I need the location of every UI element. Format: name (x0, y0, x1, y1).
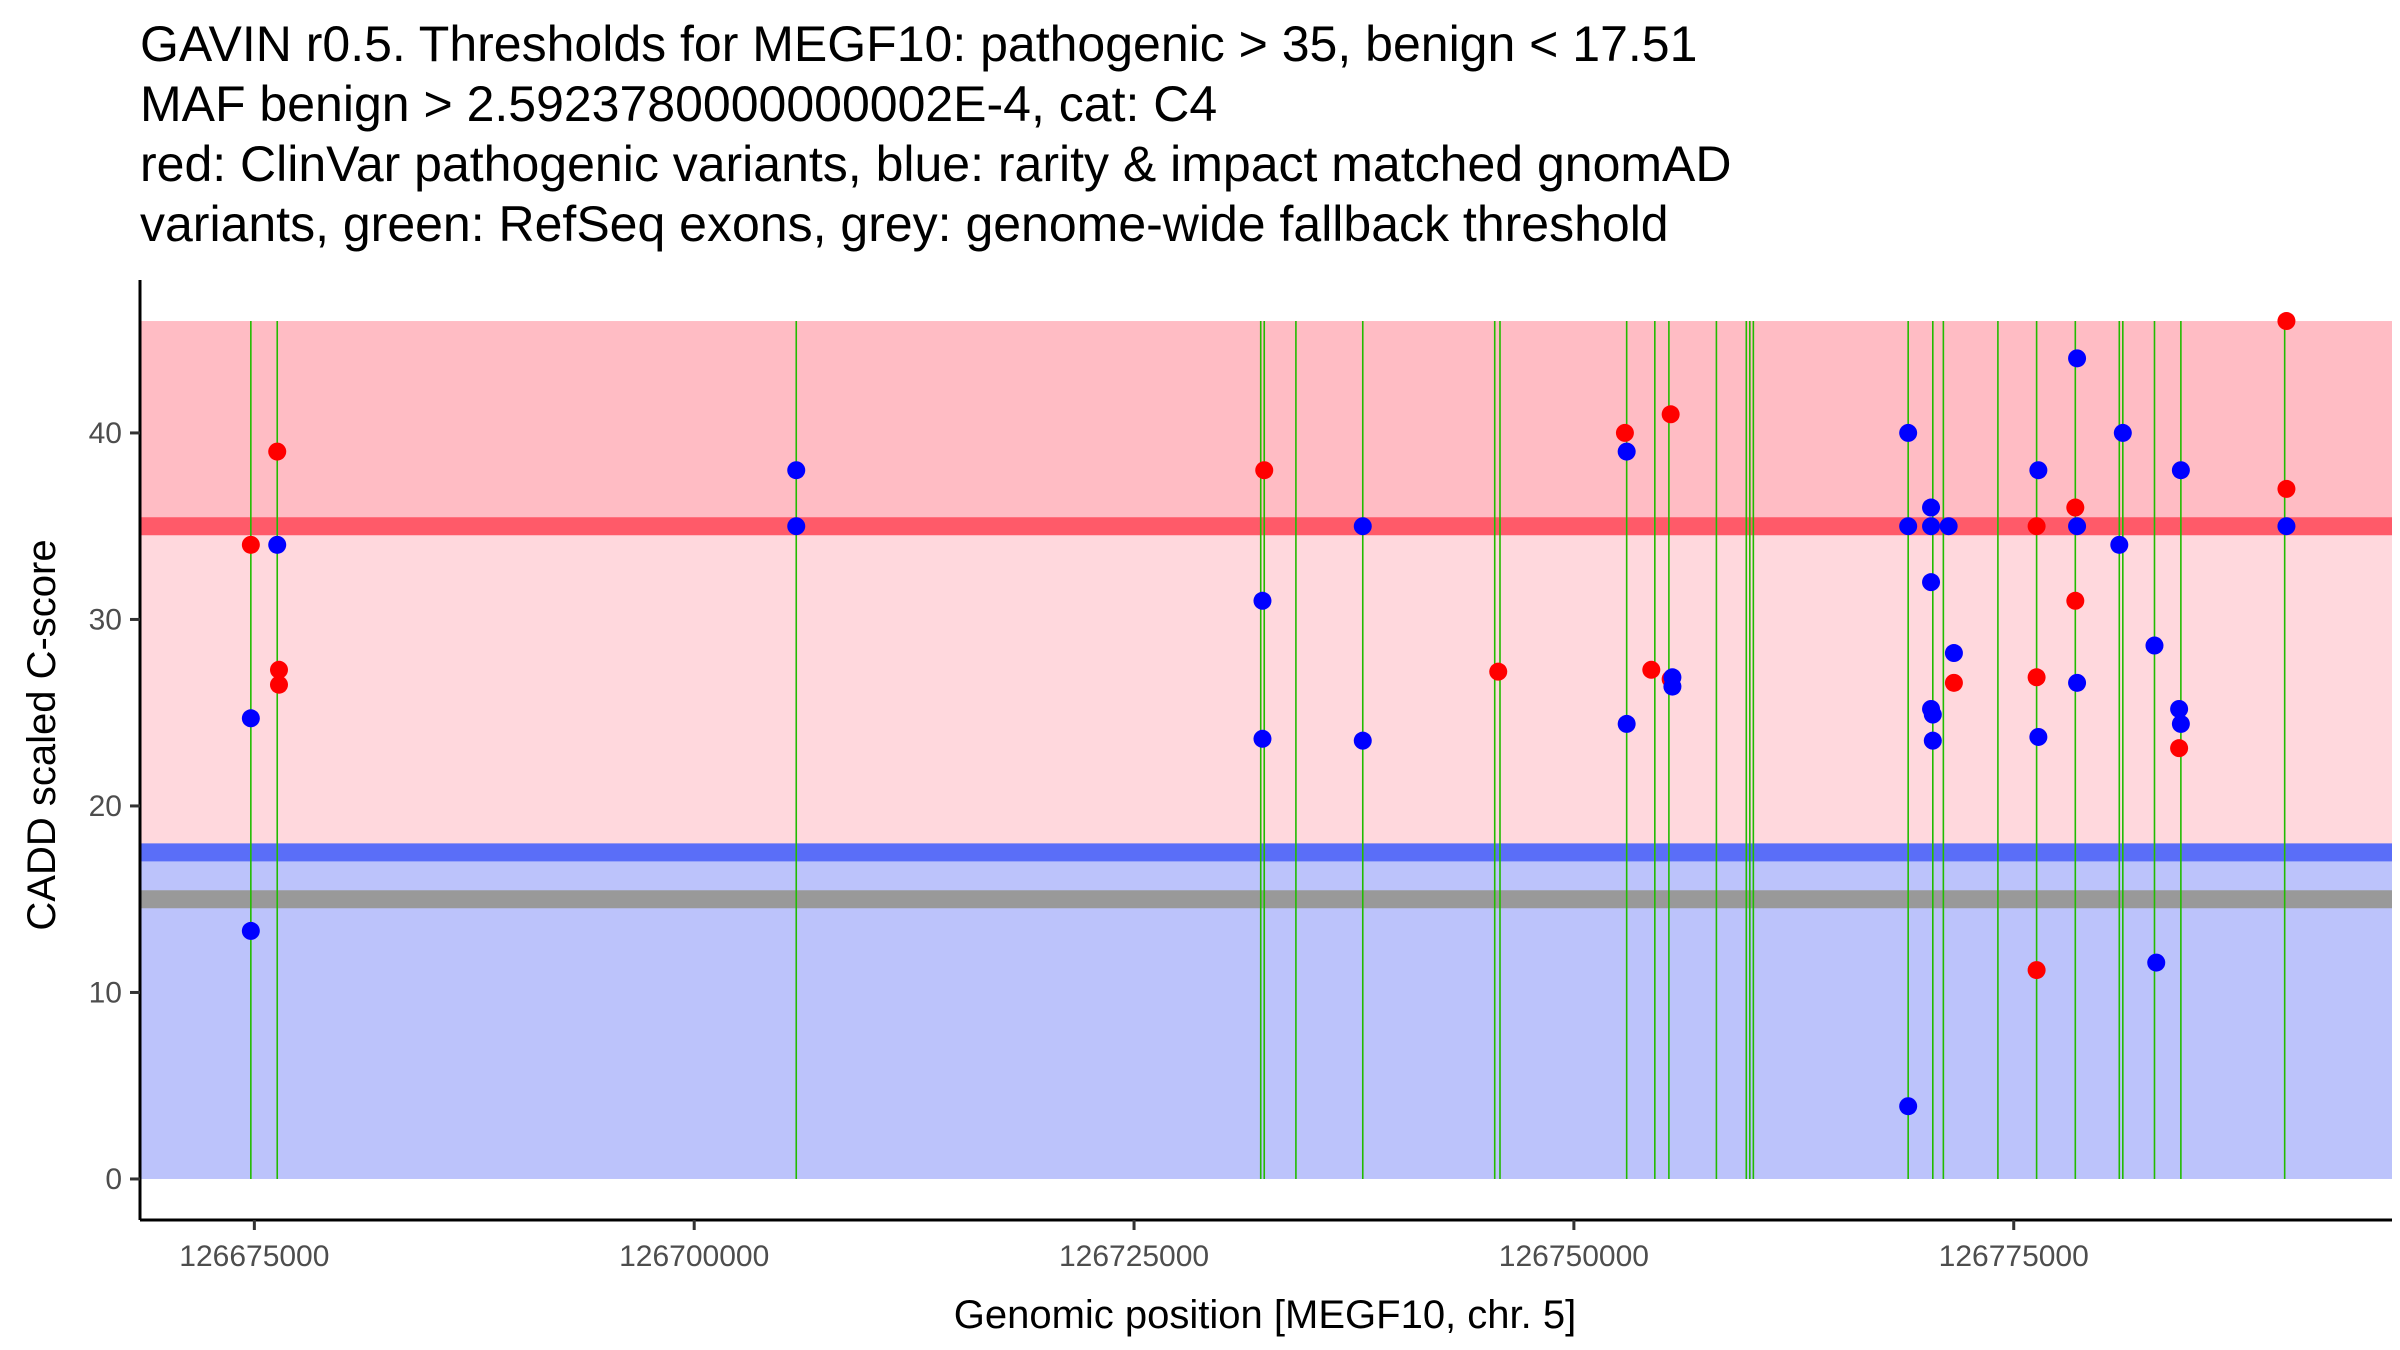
gnomad-point (2113, 423, 2132, 442)
clinvar-point (1255, 461, 1274, 480)
gnomad-point (1922, 498, 1941, 517)
region-uncertain (140, 526, 2392, 853)
x-axis-title: Genomic position [MEGF10, chr. 5] (954, 1293, 1576, 1337)
gnomad-point (1617, 442, 1636, 461)
gnomad-point (2068, 673, 2087, 692)
gnomad-point (1939, 517, 1958, 536)
axes: 0 10 20 30 40 126675000 126700000 126725000 1267… (89, 280, 2392, 1273)
gnomad-point (2171, 714, 2190, 733)
clinvar-point (1944, 673, 1963, 692)
clinvar-point (2277, 479, 2296, 498)
gnomad-point (1353, 517, 1372, 536)
clinvar-point (268, 442, 287, 461)
gnomad-point (2029, 461, 2048, 480)
x-tick-label: 126700000 (619, 1240, 769, 1273)
gnomad-point (1253, 729, 1272, 748)
gnomad-point (268, 535, 287, 554)
x-tick-label: 126725000 (1059, 1240, 1209, 1273)
gnomad-point (1899, 423, 1918, 442)
gnomad-point (2110, 535, 2129, 554)
y-tick-label: 10 (89, 976, 122, 1009)
x-tick-label: 126675000 (179, 1240, 329, 1273)
clinvar-point (2027, 517, 2046, 536)
gnomad-point (1899, 1097, 1918, 1116)
exon-lines (250, 321, 2286, 1179)
clinvar-point (2066, 591, 2085, 610)
gnomad-point (1922, 517, 1941, 536)
gnomad-point (2068, 349, 2087, 368)
clinvar-point (241, 535, 260, 554)
y-tick-label: 40 (89, 417, 122, 450)
threshold-regions (140, 321, 2392, 1179)
gnomad-point (1899, 517, 1918, 536)
gnomad-point (1944, 644, 1963, 663)
clinvar-point (1489, 662, 1508, 681)
gnomad-point (1923, 705, 1942, 724)
clinvar-point (2066, 498, 2085, 517)
title-line-2: MAF benign > 2.5923780000000002E-4, cat:… (140, 76, 1218, 132)
gnomad-point (787, 517, 806, 536)
gnomad-point (2068, 517, 2087, 536)
gnomad-point (1617, 714, 1636, 733)
clinvar-point (1661, 405, 1680, 424)
variant-points (241, 312, 2296, 1116)
gnomad-point (2147, 953, 2166, 972)
chart-title: GAVIN r0.5. Thresholds for MEGF10: patho… (140, 14, 1731, 254)
gnomad-point (1922, 573, 1941, 592)
gnomad-point (1663, 677, 1682, 696)
gnomad-point (1253, 591, 1272, 610)
clinvar-point (2170, 739, 2189, 758)
gnomad-point (787, 461, 806, 480)
clinvar-point (1615, 423, 1634, 442)
gnomad-point (1353, 731, 1372, 750)
gnomad-point (2029, 727, 2048, 746)
clinvar-point (269, 660, 288, 679)
gnomad-point (2145, 636, 2164, 655)
clinvar-point (2027, 961, 2046, 980)
threshold-lines (140, 517, 2392, 909)
clinvar-point (2277, 312, 2296, 331)
gnomad-point (2170, 699, 2189, 718)
y-tick-label: 0 (105, 1163, 122, 1196)
y-tick-label: 30 (89, 603, 122, 636)
x-tick-label: 126775000 (1939, 1240, 2089, 1273)
gnomad-point (1923, 731, 1942, 750)
y-axis-title: CADD scaled C-score (20, 539, 64, 930)
gnomad-point (241, 921, 260, 940)
region-pathogenic (140, 321, 2392, 527)
title-line-4: variants, green: RefSeq exons, grey: gen… (140, 196, 1669, 252)
gnomad-point (2277, 517, 2296, 536)
clinvar-point (2027, 668, 2046, 687)
clinvar-point (1642, 660, 1661, 679)
clinvar-point (269, 675, 288, 694)
gnomad-point (241, 709, 260, 728)
y-tick-label: 20 (89, 790, 122, 823)
title-line-1: GAVIN r0.5. Thresholds for MEGF10: patho… (140, 16, 1698, 72)
gnomad-point (2171, 461, 2190, 480)
title-line-3: red: ClinVar pathogenic variants, blue: … (140, 136, 1732, 192)
x-tick-label: 126750000 (1499, 1240, 1649, 1273)
